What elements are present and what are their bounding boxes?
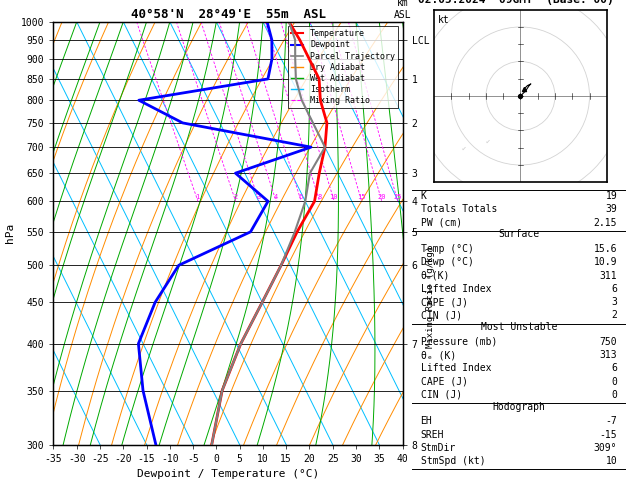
Text: 4: 4 [274,194,278,200]
Text: kt: kt [438,15,450,25]
Text: km
ASL: km ASL [394,0,411,20]
Text: 15.6: 15.6 [594,244,617,254]
Text: 311: 311 [599,271,617,280]
Text: 750: 750 [599,337,617,347]
Text: 6: 6 [611,364,617,373]
Text: Surface: Surface [498,229,540,239]
Text: 2: 2 [233,194,237,200]
Text: 02.05.2024  09GMT  (Base: 00): 02.05.2024 09GMT (Base: 00) [418,0,614,5]
Text: Hodograph: Hodograph [493,401,545,412]
Text: 10: 10 [606,456,617,466]
Text: θₑ(K): θₑ(K) [421,271,450,280]
Text: 1: 1 [196,194,199,200]
Text: 6: 6 [611,284,617,294]
Text: ✔: ✔ [486,139,490,145]
Text: Mixing Ratio (g/kg): Mixing Ratio (g/kg) [426,245,435,348]
Text: 2.15: 2.15 [594,218,617,227]
Text: -15: -15 [599,430,617,439]
Text: 0: 0 [611,390,617,400]
Text: ✔: ✔ [462,146,466,152]
Text: 20: 20 [377,194,386,200]
Text: StmSpd (kt): StmSpd (kt) [421,456,485,466]
X-axis label: Dewpoint / Temperature (°C): Dewpoint / Temperature (°C) [137,469,319,479]
Point [516,92,526,100]
Text: 0: 0 [611,377,617,386]
Text: 2: 2 [611,310,617,320]
Text: PW (cm): PW (cm) [421,218,462,227]
Text: StmDir: StmDir [421,443,456,453]
Text: 39: 39 [606,204,617,214]
Text: 313: 313 [599,350,617,360]
Title: 40°58'N  28°49'E  55m  ASL: 40°58'N 28°49'E 55m ASL [130,8,326,21]
Text: Most Unstable: Most Unstable [481,322,557,332]
Text: 3: 3 [611,297,617,307]
Text: 15: 15 [357,194,365,200]
Text: 10: 10 [330,194,338,200]
Text: Temp (°C): Temp (°C) [421,244,474,254]
Text: Lifted Index: Lifted Index [421,284,491,294]
Text: EH: EH [421,417,432,426]
Text: 10.9: 10.9 [594,257,617,267]
Text: 309°: 309° [594,443,617,453]
Text: -7: -7 [606,417,617,426]
Text: Lifted Index: Lifted Index [421,364,491,373]
Text: 6: 6 [299,194,303,200]
Text: 25: 25 [393,194,402,200]
Text: Totals Totals: Totals Totals [421,204,497,214]
Text: K: K [421,191,426,201]
Text: Pressure (mb): Pressure (mb) [421,337,497,347]
Y-axis label: hPa: hPa [6,223,15,243]
Text: 8: 8 [317,194,321,200]
Text: CAPE (J): CAPE (J) [421,377,467,386]
Text: CIN (J): CIN (J) [421,390,462,400]
Text: SREH: SREH [421,430,444,439]
Text: 3: 3 [257,194,260,200]
Text: θₑ (K): θₑ (K) [421,350,456,360]
Text: CAPE (J): CAPE (J) [421,297,467,307]
Text: 19: 19 [606,191,617,201]
Text: Dewp (°C): Dewp (°C) [421,257,474,267]
Text: CIN (J): CIN (J) [421,310,462,320]
Legend: Temperature, Dewpoint, Parcel Trajectory, Dry Adiabat, Wet Adiabat, Isotherm, Mi: Temperature, Dewpoint, Parcel Trajectory… [287,26,398,108]
